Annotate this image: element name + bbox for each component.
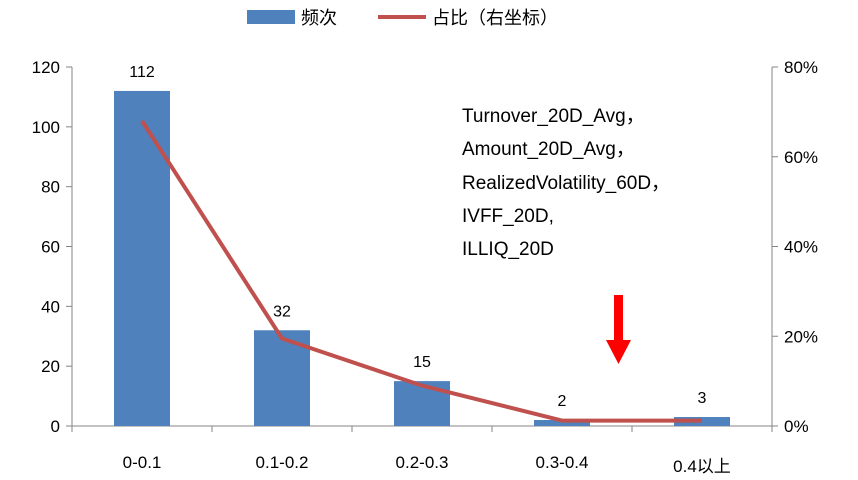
x-axis-ticks: 0-0.1 0.1-0.2 0.2-0.3 0.3-0.4 0.4以上 — [71, 426, 773, 476]
line-series — [140, 119, 703, 423]
left-axis-ticks: 0 20 40 60 80 100 120 — [32, 58, 72, 436]
annotation-line-2: Amount_20D_Avg， — [462, 139, 635, 160]
x-tick-label: 0.1-0.2 — [256, 453, 309, 472]
left-tick-label: 40 — [41, 297, 60, 316]
left-tick-label: 60 — [41, 238, 60, 257]
bar-series — [114, 90, 730, 426]
right-tick-label: 40% — [784, 238, 818, 257]
left-tick-label: 100 — [32, 118, 60, 137]
x-tick-label: 0.4以上 — [673, 457, 731, 476]
bar-data-label: 3 — [698, 390, 707, 407]
bar — [534, 420, 590, 426]
right-tick-label: 0% — [784, 417, 809, 436]
red-arrow-icon — [606, 295, 631, 364]
legend-bar-label: 频次 — [301, 8, 337, 28]
bar — [114, 90, 170, 426]
annotation-line-5: ILLIQ_20D — [462, 239, 554, 260]
bar-data-label: 2 — [558, 393, 567, 410]
left-tick-label: 0 — [51, 417, 60, 436]
right-tick-label: 80% — [784, 58, 818, 77]
x-tick-label: 0.3-0.4 — [536, 453, 589, 472]
x-tick-label: 0.2-0.3 — [396, 453, 449, 472]
bar — [394, 381, 450, 426]
right-tick-label: 60% — [784, 148, 818, 167]
legend: 频次 占比（右坐标） — [247, 8, 558, 28]
x-tick-label: 0-0.1 — [123, 453, 162, 472]
bar-data-labels: 112 32 15 2 3 — [129, 64, 706, 410]
legend-bar-swatch — [247, 10, 295, 24]
bar-data-label: 32 — [273, 303, 291, 320]
annotation-line-1: Turnover_20D_Avg， — [462, 106, 645, 127]
annotation-line-4: IVFF_20D, — [462, 206, 554, 227]
bar-data-label: 112 — [129, 64, 155, 81]
bar-data-label: 15 — [413, 354, 431, 371]
right-tick-label: 20% — [784, 327, 818, 346]
annotation: Turnover_20D_Avg， Amount_20D_Avg， Realiz… — [462, 106, 670, 260]
line-path — [140, 119, 702, 423]
left-tick-label: 80 — [41, 178, 60, 197]
annotation-line-3: RealizedVolatility_60D， — [462, 173, 670, 194]
left-tick-label: 20 — [41, 357, 60, 376]
legend-line-label: 占比（右坐标） — [432, 8, 558, 28]
right-axis-ticks: 0% 20% 40% 60% 80% — [772, 58, 818, 436]
left-tick-label: 120 — [32, 58, 60, 77]
